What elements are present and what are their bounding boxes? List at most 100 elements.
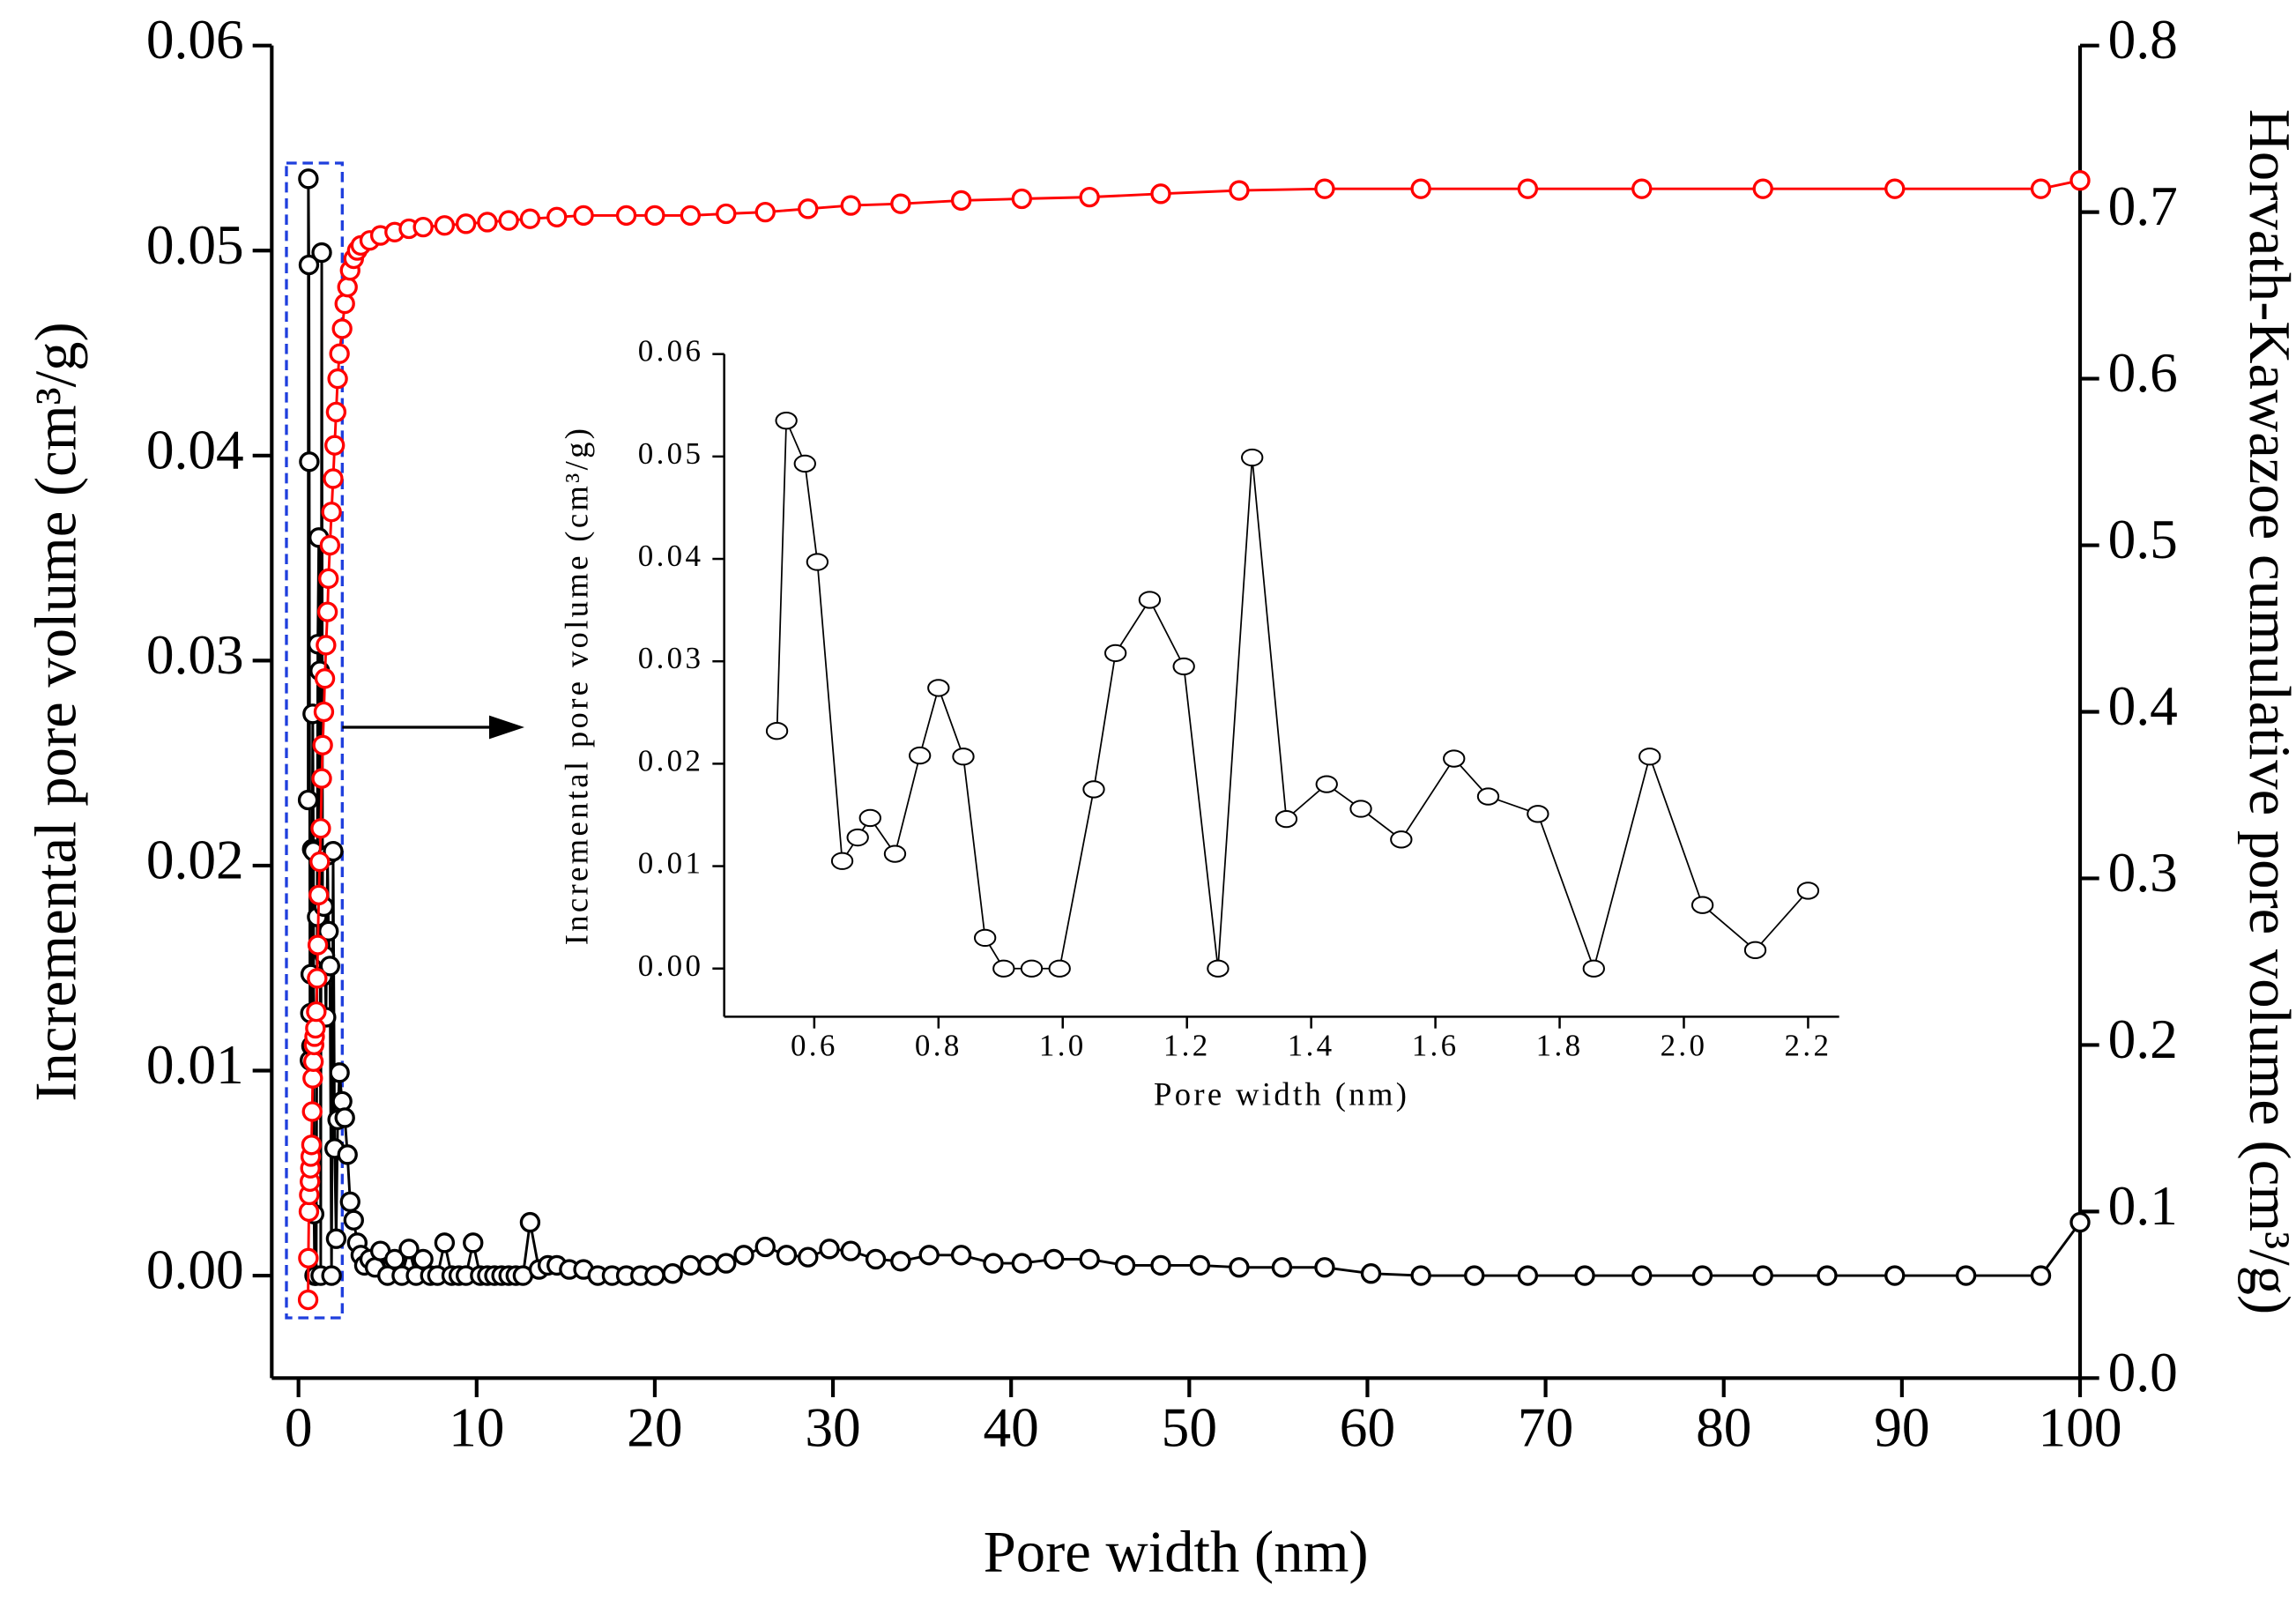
marker bbox=[644, 205, 665, 227]
marker bbox=[927, 679, 950, 697]
y-tick-label: 0.03 bbox=[146, 624, 244, 686]
marker bbox=[302, 1051, 324, 1072]
marker bbox=[1690, 896, 1714, 914]
marker bbox=[310, 818, 331, 839]
x-tick-label: 90 bbox=[1874, 1397, 1929, 1459]
marker bbox=[1955, 1265, 1977, 1286]
y2-tick-label: 0.2 bbox=[2108, 1008, 2178, 1070]
x-tick-label: 100 bbox=[2039, 1397, 2122, 1459]
y2-tick-label: 0.5 bbox=[2108, 509, 2178, 570]
marker bbox=[1138, 591, 1162, 609]
marker bbox=[1048, 959, 1071, 978]
x-tick-label: 20 bbox=[627, 1397, 682, 1459]
marker bbox=[865, 1248, 887, 1270]
marker bbox=[519, 208, 541, 229]
marker bbox=[1172, 657, 1195, 676]
x-tick-label: 50 bbox=[1162, 1397, 1217, 1459]
marker bbox=[297, 789, 319, 811]
marker bbox=[2030, 178, 2052, 199]
marker bbox=[337, 1144, 358, 1165]
x-tick-label: 1.2 bbox=[1163, 1028, 1211, 1062]
marker bbox=[412, 1248, 434, 1270]
marker bbox=[1150, 183, 1171, 205]
marker bbox=[455, 213, 477, 234]
marker bbox=[883, 844, 907, 863]
marker bbox=[819, 1239, 840, 1260]
marker bbox=[680, 205, 702, 227]
marker bbox=[1207, 959, 1230, 978]
marker bbox=[952, 748, 975, 766]
x-tick-label: 30 bbox=[805, 1397, 860, 1459]
marker bbox=[1631, 1265, 1653, 1286]
marker bbox=[324, 435, 346, 456]
marker bbox=[311, 242, 332, 264]
marker bbox=[1574, 1265, 1595, 1286]
marker bbox=[1476, 787, 1500, 806]
x-tick-label: 60 bbox=[1340, 1397, 1395, 1459]
x-tick-label: 2.0 bbox=[1661, 1028, 1708, 1062]
marker bbox=[301, 1135, 323, 1156]
marker bbox=[311, 768, 332, 789]
marker bbox=[519, 1211, 541, 1233]
marker bbox=[973, 928, 997, 948]
marker bbox=[776, 1245, 798, 1266]
marker bbox=[1752, 178, 1773, 199]
marker bbox=[1527, 805, 1549, 823]
marker bbox=[321, 1265, 342, 1286]
marker bbox=[1082, 780, 1105, 799]
marker bbox=[463, 1232, 484, 1254]
marker bbox=[1517, 1265, 1539, 1286]
marker bbox=[305, 1017, 326, 1039]
marker bbox=[307, 968, 328, 989]
marker bbox=[1884, 178, 1906, 199]
x-tick-label: 1.6 bbox=[1412, 1028, 1460, 1062]
marker bbox=[1189, 1254, 1211, 1276]
marker bbox=[1517, 178, 1539, 199]
marker bbox=[313, 701, 335, 723]
marker bbox=[1638, 748, 1661, 766]
marker bbox=[733, 1245, 754, 1266]
marker bbox=[343, 1209, 364, 1231]
marker bbox=[337, 276, 358, 298]
y-axis-title: Incremental pore volume (cm³/g) bbox=[24, 322, 88, 1101]
marker bbox=[309, 851, 331, 873]
marker bbox=[806, 553, 829, 571]
marker bbox=[498, 210, 519, 231]
marker bbox=[1349, 800, 1372, 818]
inset-background bbox=[724, 354, 1839, 1017]
marker bbox=[1390, 830, 1413, 849]
marker bbox=[334, 1107, 355, 1128]
marker bbox=[662, 1263, 683, 1284]
y-tick-label: 0.01 bbox=[638, 846, 704, 881]
marker bbox=[319, 534, 340, 556]
marker bbox=[754, 1236, 776, 1258]
marker bbox=[298, 1201, 320, 1223]
y2-tick-label: 0.6 bbox=[2108, 342, 2178, 404]
zoom-box bbox=[285, 161, 345, 1320]
marker bbox=[1582, 959, 1605, 978]
marker bbox=[716, 203, 737, 225]
marker bbox=[297, 1289, 319, 1311]
marker bbox=[793, 454, 816, 473]
x-tick-label: 0.6 bbox=[791, 1028, 838, 1062]
marker bbox=[908, 746, 932, 765]
marker bbox=[840, 1240, 861, 1261]
y-tick-label: 0.04 bbox=[146, 419, 244, 480]
marker bbox=[1691, 1265, 1713, 1286]
marker bbox=[1796, 882, 1820, 900]
x-tick-label: 70 bbox=[1518, 1397, 1573, 1459]
y-tick-label: 0.00 bbox=[638, 949, 704, 983]
marker bbox=[1150, 1254, 1171, 1276]
marker bbox=[1114, 1254, 1136, 1276]
marker bbox=[327, 368, 348, 390]
marker bbox=[840, 195, 861, 216]
y-tick-label: 0.06 bbox=[638, 334, 704, 368]
marker bbox=[546, 206, 568, 227]
x-tick-label: 0 bbox=[285, 1397, 313, 1459]
marker bbox=[1884, 1265, 1906, 1286]
x-tick-label: 40 bbox=[984, 1397, 1039, 1459]
marker bbox=[331, 318, 353, 339]
marker bbox=[950, 190, 972, 212]
